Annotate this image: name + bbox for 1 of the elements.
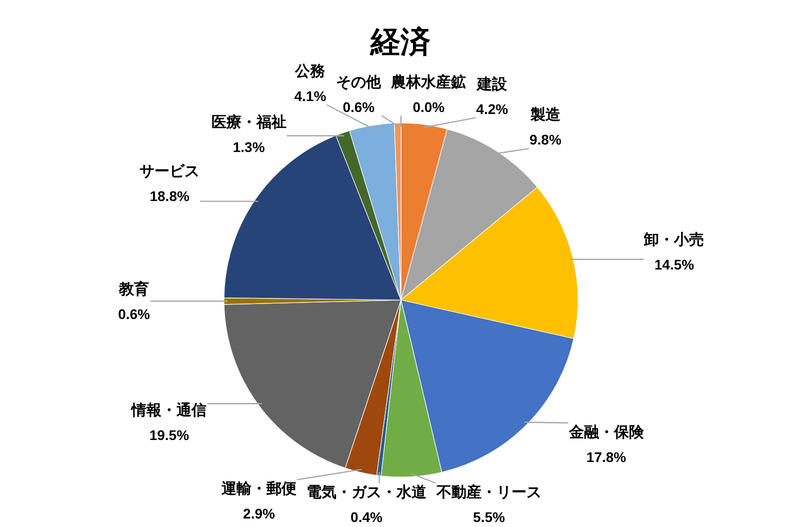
title: 経済 bbox=[370, 26, 430, 59]
